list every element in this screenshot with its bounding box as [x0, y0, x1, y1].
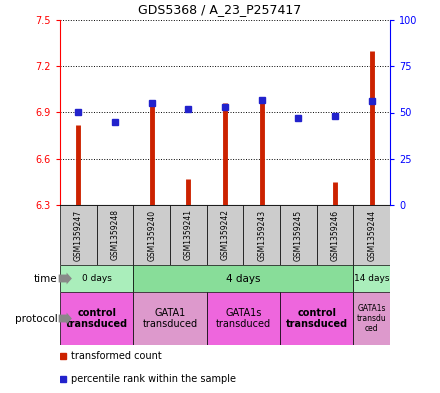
Text: GSM1359243: GSM1359243 [257, 209, 266, 261]
Text: time: time [34, 274, 58, 283]
Text: 14 days: 14 days [354, 274, 389, 283]
Text: GSM1359245: GSM1359245 [294, 209, 303, 261]
Bar [170, 205, 207, 265]
Text: control
transduced: control transduced [66, 308, 128, 329]
Bar [353, 205, 390, 265]
Bar [60, 205, 97, 265]
Text: percentile rank within the sample: percentile rank within the sample [71, 374, 236, 384]
Bar [133, 292, 207, 345]
Text: GDS5368 / A_23_P257417: GDS5368 / A_23_P257417 [138, 3, 302, 16]
Bar [243, 205, 280, 265]
Text: GATA1
transduced: GATA1 transduced [143, 308, 198, 329]
Bar [280, 292, 353, 345]
Bar [353, 292, 390, 345]
Text: GSM1359244: GSM1359244 [367, 209, 376, 261]
Bar [207, 205, 243, 265]
Text: transformed count: transformed count [71, 351, 162, 361]
Bar [353, 265, 390, 292]
Bar [60, 292, 133, 345]
Bar [97, 205, 133, 265]
Text: GSM1359246: GSM1359246 [330, 209, 340, 261]
Bar [133, 265, 353, 292]
Bar [60, 265, 133, 292]
Text: GATA1s
transduced: GATA1s transduced [216, 308, 271, 329]
Bar [317, 205, 353, 265]
Text: GSM1359240: GSM1359240 [147, 209, 156, 261]
Text: control
transduced: control transduced [286, 308, 348, 329]
Text: GSM1359242: GSM1359242 [220, 209, 230, 261]
Text: 0 days: 0 days [82, 274, 112, 283]
Bar [280, 205, 317, 265]
Text: GATA1s
transdu
ced: GATA1s transdu ced [357, 304, 387, 333]
Text: GSM1359241: GSM1359241 [184, 209, 193, 261]
Text: GSM1359247: GSM1359247 [74, 209, 83, 261]
Text: protocol: protocol [15, 314, 58, 323]
Bar [133, 205, 170, 265]
Text: GSM1359248: GSM1359248 [110, 209, 120, 261]
Text: 4 days: 4 days [226, 274, 260, 283]
Bar [207, 292, 280, 345]
